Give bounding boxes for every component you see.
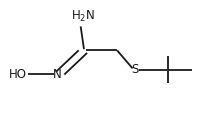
Text: S: S	[131, 63, 139, 76]
Text: N: N	[53, 68, 62, 81]
Text: H$_2$N: H$_2$N	[71, 9, 95, 24]
Text: HO: HO	[9, 68, 27, 81]
